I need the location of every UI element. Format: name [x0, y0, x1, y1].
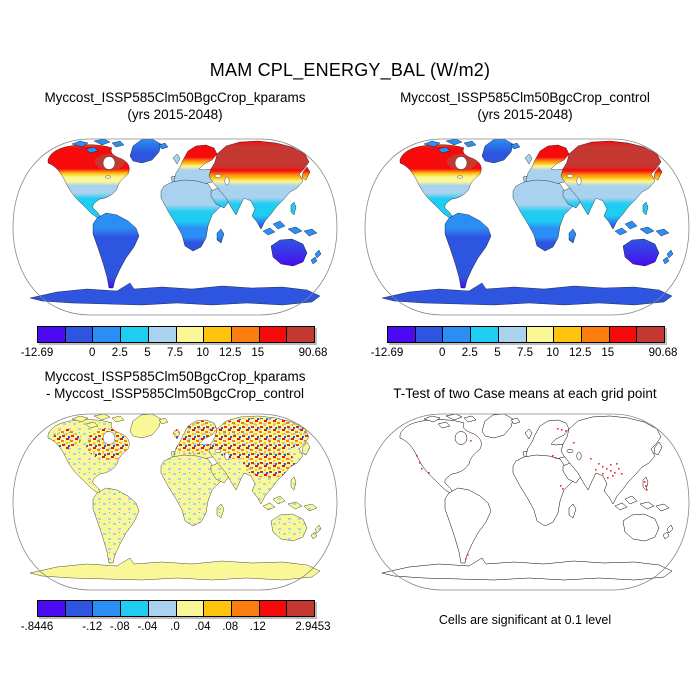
panel-title-kparams-line2: (yrs 2015-2048): [127, 106, 223, 122]
colorbar-tick-label: 2.9453: [295, 621, 331, 633]
colorbar-cell: [38, 601, 66, 616]
colorbar-cell: [287, 601, 315, 616]
colorbar-control: [387, 326, 665, 343]
map-control: [364, 136, 690, 318]
colorbar-cell: [176, 327, 205, 342]
colorbar-tick-label: .12: [249, 621, 266, 633]
colorbar-tick-label: .04: [194, 621, 211, 633]
colorbar-tick-label: 90.68: [298, 347, 328, 359]
colorbar-cell: [121, 327, 149, 342]
colorbar-tick-label: 2.5: [461, 347, 478, 359]
colorbar-tick-label: 12.5: [568, 347, 592, 359]
colorbar-tick-label: -.8446: [20, 621, 54, 633]
main-title: MAM CPL_ENERGY_BAL (W/m2): [209, 60, 491, 80]
colorbar-cell: [554, 327, 582, 342]
colorbar-tick-label: -12.69: [20, 347, 54, 359]
colorbar-cell: [498, 327, 527, 342]
colorbar-tick-label: .08: [222, 621, 239, 633]
colorbar-cell: [65, 601, 94, 616]
colorbar-tick-label: 12.5: [218, 347, 242, 359]
colorbar-tick-label: 0: [88, 347, 96, 359]
colorbar-cell: [443, 327, 472, 342]
colorbar-tick-label: 10: [196, 347, 209, 359]
colorbar-cell: [93, 601, 122, 616]
colorbar-tick-label: 5: [144, 347, 151, 359]
map-kparams: [12, 136, 338, 318]
colorbar-cell: [581, 327, 610, 342]
panel-title-control-line1: Myccost_ISSP585Clm50BgcCrop_control: [400, 90, 650, 105]
map-diff: [12, 411, 338, 593]
colorbar-tick-label: 7.5: [517, 347, 533, 359]
colorbar-tick-label: 2.5: [111, 347, 128, 359]
panel-title-control-line2: (yrs 2015-2048): [477, 106, 573, 122]
colorbar-cell: [93, 327, 122, 342]
colorbar-cell: [231, 327, 260, 342]
colorbar-tick-label: -.08: [109, 621, 130, 633]
colorbar-diff: [37, 600, 315, 617]
colorbar-tick-label: .0: [170, 621, 180, 633]
colorbar-tick-label: -.12: [82, 621, 103, 633]
colorbar-tick-label: -12.69: [370, 347, 404, 359]
panel-title-kparams: Myccost_ISSP585Clm50BgcCrop_kparams (yrs…: [0, 90, 350, 123]
panel-title-ttest: T-Test of two Case means at each grid po…: [393, 386, 657, 401]
colorbar-cell: [259, 601, 288, 616]
ttest-significance-note: Cells are significant at 0.1 level: [438, 613, 612, 627]
colorbar-cell: [415, 327, 444, 342]
colorbar-cell: [259, 327, 288, 342]
panel-title-diff-line1: Myccost_ISSP585Clm50BgcCrop_kparams: [44, 369, 306, 384]
colorbar-tick-label: 7.5: [167, 347, 183, 359]
panel-title-diff-line2: - Myccost_ISSP585Clm50BgcCrop_control: [45, 385, 305, 401]
colorbar-cell: [121, 601, 149, 616]
colorbar-cell: [148, 327, 177, 342]
colorbar-tick-label: -.04: [137, 621, 158, 633]
colorbar-cell: [287, 327, 315, 342]
colorbar-tick-label: 5: [494, 347, 501, 359]
colorbar-cell: [231, 601, 260, 616]
colorbar-tick-label: 0: [438, 347, 446, 359]
colorbar-tick-label: 10: [546, 347, 559, 359]
colorbar-cell: [65, 327, 94, 342]
colorbar-labels-control: -12.69 0 2.5 5 7.5 10 12.5 15 90.68: [371, 347, 678, 361]
colorbar-cell: [471, 327, 499, 342]
panel-title-control: Myccost_ISSP585Clm50BgcCrop_control (yrs…: [350, 90, 700, 123]
colorbar-cell: [148, 601, 177, 616]
colorbar-tick-label: 15: [601, 347, 615, 359]
panel-title-diff: Myccost_ISSP585Clm50BgcCrop_kparams - My…: [0, 369, 350, 402]
colorbar-cell: [388, 327, 416, 342]
colorbar-cell: [204, 327, 232, 342]
colorbar-labels-kparams: -12.69 0 2.5 5 7.5 10 12.5 15 90.68: [21, 347, 328, 361]
panel-title-kparams-line1: Myccost_ISSP585Clm50BgcCrop_kparams: [44, 90, 306, 105]
colorbar-tick-label: 15: [251, 347, 265, 359]
colorbar-cell: [176, 601, 205, 616]
colorbar-tick-label: 90.68: [648, 347, 678, 359]
colorbar-cell: [38, 327, 66, 342]
colorbar-cell: [204, 601, 232, 616]
colorbar-cell: [637, 327, 665, 342]
colorbar-cell: [526, 327, 555, 342]
colorbar-kparams: [37, 326, 315, 343]
colorbar-labels-diff: -.8446 -.12 -.08 -.04 .0 .04 .08 .12 2.9453: [21, 621, 331, 635]
colorbar-cell: [609, 327, 638, 342]
map-ttest: [364, 411, 690, 593]
